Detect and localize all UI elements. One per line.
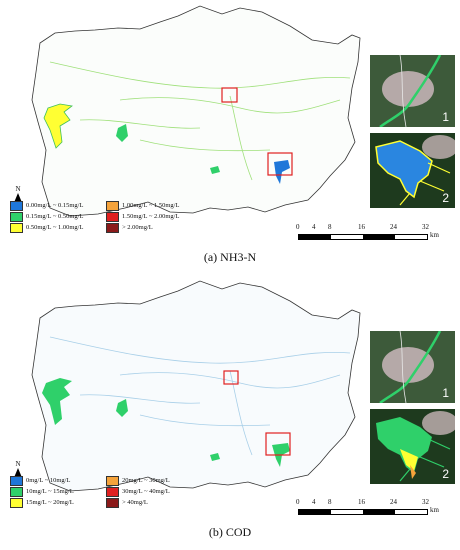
- scale-label: 4: [312, 498, 316, 506]
- study-area-boundary: [31, 5, 361, 217]
- study-area-map: [31, 280, 361, 492]
- legend-item: 15mg/L ~ 20mg/L: [10, 497, 106, 508]
- legend-swatch: [106, 200, 119, 211]
- legend-row: 0mg/L ~ 10mg/L 20mg/L ~ 30mg/L: [10, 475, 210, 486]
- scale-graphic: [298, 509, 428, 515]
- panel-caption: (a) NH3-N: [203, 250, 257, 264]
- legend-swatch: [106, 475, 119, 486]
- inset-image-2: 2: [370, 409, 455, 484]
- study-area-map: [31, 5, 361, 217]
- legend-swatch: [10, 497, 23, 508]
- legend-label: 20mg/L ~ 30mg/L: [122, 477, 170, 484]
- legend-item: 0mg/L ~ 10mg/L: [10, 475, 106, 486]
- legend-label: 0.00mg/L ~ 0.15mg/L: [26, 202, 84, 209]
- panel-cod: N 0mg/L ~ 10mg/L 20mg/L ~ 30mg/L 10mg/L …: [0, 275, 460, 550]
- inset-label: 1: [442, 386, 449, 400]
- legend-swatch: [106, 497, 119, 508]
- legend-label: 0.50mg/L ~ 1.00mg/L: [26, 224, 84, 231]
- legend-item: 0.15mg/L ~ 0.50mg/L: [10, 211, 106, 222]
- legend-swatch: [10, 486, 23, 497]
- highlight-box-1: [223, 370, 239, 385]
- scale-labels: 0 4 8 16 24 32: [296, 498, 460, 507]
- legend: 0mg/L ~ 10mg/L 20mg/L ~ 30mg/L 10mg/L ~ …: [10, 475, 210, 508]
- inset-image-1: 1: [370, 55, 455, 127]
- legend-label: 10mg/L ~ 15mg/L: [26, 488, 74, 495]
- legend-swatch: [106, 486, 119, 497]
- reservoir-west: [43, 103, 73, 149]
- legend-row: 0.15mg/L ~ 0.50mg/L 1.50mg/L ~ 2.00mg/L: [10, 211, 210, 222]
- legend-label: 1.00mg/L ~ 1.50mg/L: [122, 202, 180, 209]
- scale-labels: 0 4 8 16 24 32: [296, 223, 460, 232]
- legend-label: 30mg/L ~ 40mg/L: [122, 488, 170, 495]
- legend-item: > 40mg/L: [106, 497, 202, 508]
- inset-label: 1: [442, 110, 449, 124]
- satellite-image: [370, 55, 455, 127]
- scale-label: 16: [358, 498, 365, 506]
- legend-swatch: [10, 222, 23, 233]
- scale-label: 24: [390, 223, 397, 231]
- legend-row: 15mg/L ~ 20mg/L > 40mg/L: [10, 497, 210, 508]
- highlight-box-1: [221, 87, 238, 103]
- legend-item: 30mg/L ~ 40mg/L: [106, 486, 202, 497]
- scale-label: 24: [390, 498, 397, 506]
- river-network: [49, 336, 351, 456]
- legend-swatch: [10, 475, 23, 486]
- reservoir-central: [116, 399, 128, 417]
- scale-label: 8: [328, 223, 332, 231]
- legend-item: 1.50mg/L ~ 2.00mg/L: [106, 211, 202, 222]
- scale-unit: km: [430, 506, 439, 514]
- inset-label: 2: [442, 467, 449, 481]
- panel-nh3n: N 0.00mg/L ~ 0.15mg/L 1.00mg/L ~ 1.50mg/…: [10, 5, 460, 264]
- panel-caption: (b) COD: [208, 525, 252, 539]
- legend-swatch: [10, 211, 23, 222]
- legend-swatch: [10, 200, 23, 211]
- scale-label: 32: [422, 498, 429, 506]
- scale-graphic: [298, 234, 428, 240]
- reservoir-central: [116, 124, 128, 142]
- reservoir-west: [42, 378, 72, 425]
- inset-label: 2: [442, 191, 449, 205]
- satellite-image: [370, 409, 455, 484]
- legend-item: 1.00mg/L ~ 1.50mg/L: [106, 200, 202, 211]
- legend-swatch: [106, 222, 119, 233]
- reservoir-south: [210, 453, 220, 461]
- legend-swatch: [106, 211, 119, 222]
- scale-label: 32: [422, 223, 429, 231]
- legend-item: > 2.00mg/L: [106, 222, 202, 233]
- legend-row: 10mg/L ~ 15mg/L 30mg/L ~ 40mg/L: [10, 486, 210, 497]
- legend-label: > 40mg/L: [122, 499, 148, 506]
- highlight-box-2: [267, 152, 293, 176]
- scale-unit: km: [430, 231, 439, 239]
- reservoir-south: [210, 166, 220, 174]
- highlight-box-2: [265, 432, 291, 456]
- scale-bar: 0 4 8 16 24 32 km: [296, 223, 460, 249]
- legend-label: 1.50mg/L ~ 2.00mg/L: [122, 213, 180, 220]
- scale-label: 4: [312, 223, 316, 231]
- scale-label: 0: [296, 223, 300, 231]
- legend-row: 0.00mg/L ~ 0.15mg/L 1.00mg/L ~ 1.50mg/L: [10, 200, 210, 211]
- scale-label: 8: [328, 498, 332, 506]
- satellite-image: [370, 331, 455, 403]
- scale-label: 16: [358, 223, 365, 231]
- legend-label: 15mg/L ~ 20mg/L: [26, 499, 74, 506]
- river-network: [49, 61, 351, 181]
- inset-image-2: 2: [370, 133, 455, 208]
- north-label: N: [15, 460, 21, 468]
- satellite-image: [370, 133, 455, 208]
- legend-label: 0.15mg/L ~ 0.50mg/L: [26, 213, 84, 220]
- legend-label: > 2.00mg/L: [122, 224, 153, 231]
- study-area-boundary: [31, 280, 361, 492]
- legend-row: 0.50mg/L ~ 1.00mg/L > 2.00mg/L: [10, 222, 210, 233]
- legend-item: 20mg/L ~ 30mg/L: [106, 475, 202, 486]
- inset-image-1: 1: [370, 331, 455, 403]
- legend-item: 0.00mg/L ~ 0.15mg/L: [10, 200, 106, 211]
- reservoir-southeast: [274, 160, 290, 184]
- scale-label: 0: [296, 498, 300, 506]
- legend-item: 10mg/L ~ 15mg/L: [10, 486, 106, 497]
- legend-item: 0.50mg/L ~ 1.00mg/L: [10, 222, 106, 233]
- legend-label: 0mg/L ~ 10mg/L: [26, 477, 71, 484]
- scale-bar: 0 4 8 16 24 32 km: [296, 498, 460, 524]
- legend: 0.00mg/L ~ 0.15mg/L 1.00mg/L ~ 1.50mg/L …: [10, 200, 210, 233]
- north-label: N: [15, 185, 21, 193]
